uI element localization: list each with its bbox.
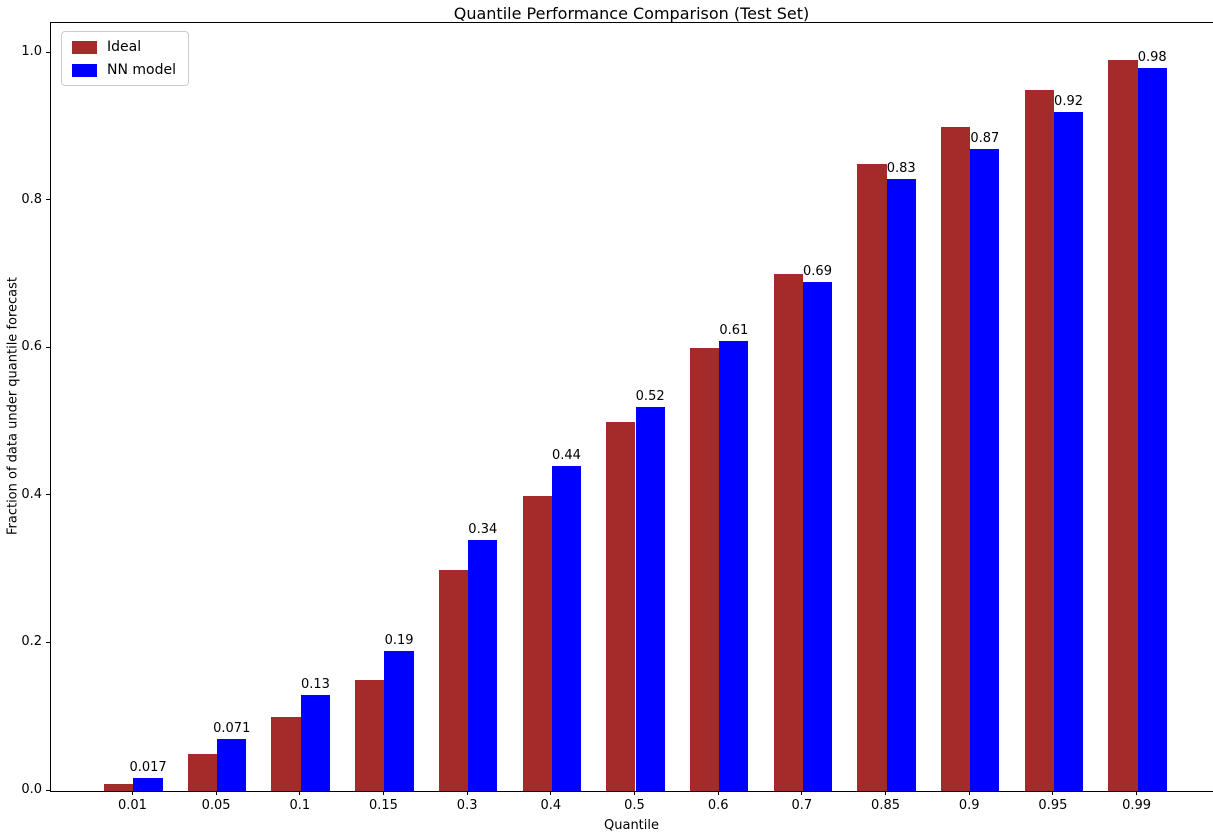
x-tick-mark [215,791,217,795]
bar-ideal [355,680,385,791]
bar-value-label: 0.98 [1137,49,1167,65]
bar-nn-model [1137,67,1167,791]
x-tick-mark [634,791,635,795]
x-tick-mark [550,791,552,795]
bar-ideal [438,569,469,791]
bar-value-label: 0.13 [300,677,330,693]
x-tick-label: 0.5 [624,798,645,813]
y-tick-label: 0.4 [21,486,42,502]
legend: Ideal NN model [61,31,189,86]
y-tick-label: 1.0 [21,44,42,60]
bar-nn-model [1053,112,1084,791]
bar-nn-model [719,340,749,791]
x-tick-mark [885,791,887,795]
x-tick-label: 0.15 [368,798,398,813]
bar-nn-model [217,738,247,791]
legend-swatch-nn-model [72,63,97,77]
x-tick-label: 0.9 [958,798,980,813]
bar-ideal [522,495,552,791]
x-tick-label: 0.6 [707,798,729,813]
legend-entry-ideal: Ideal [72,39,176,55]
x-tick-mark [382,791,384,795]
bar-ideal [689,348,720,791]
bar-value-label: 0.19 [384,632,414,648]
bar-value-label: 0.92 [1054,94,1084,110]
bar-value-label: 0.52 [635,389,665,405]
x-tick-mark [131,791,133,795]
x-tick-label: 0.3 [456,798,478,813]
bar-ideal [1108,60,1138,791]
y-tick-mark [46,51,50,53]
y-tick-mark [46,346,50,348]
y-tick-mark [46,789,50,791]
bar-value-label: 0.017 [129,760,167,776]
y-tick-mark [46,199,50,201]
bar-nn-model [468,540,498,791]
bar-ideal [773,274,803,791]
bar-ideal [606,422,636,791]
x-tick-label: 0.99 [1122,798,1152,813]
x-axis-label: Quantile [604,818,659,833]
x-tick-label: 0.4 [540,798,562,813]
x-tick-mark [1052,791,1054,795]
bar-ideal [187,754,218,791]
bar-nn-model [886,178,916,791]
bar-value-label: 0.61 [719,322,749,338]
bar-ideal [940,126,971,791]
x-tick-mark [1136,791,1138,795]
bar-value-label: 0.83 [886,160,916,176]
legend-label-nn-model: NN model [107,62,176,78]
bar-ideal [104,783,134,791]
bar-nn-model [970,148,1000,791]
x-tick-label: 0.1 [289,798,311,813]
y-tick-label: 0.8 [21,191,42,207]
bar-value-label: 0.071 [213,720,251,736]
legend-entry-nn-model: NN model [72,62,176,78]
legend-label-ideal: Ideal [107,39,142,55]
y-tick-label: 0.0 [21,782,42,797]
bar-ideal [271,717,301,791]
x-tick-mark [299,791,301,795]
x-tick-mark [717,791,719,795]
bar-nn-model [300,695,331,791]
x-tick-mark [801,791,803,795]
legend-swatch-ideal [72,40,97,54]
x-tick-mark [466,791,468,795]
x-tick-label: 0.05 [201,798,231,813]
x-tick-label: 0.85 [871,798,901,813]
x-tick-label: 0.01 [117,798,147,813]
y-tick-mark [46,641,50,643]
y-tick-label: 0.2 [21,634,42,650]
bar-value-label: 0.87 [970,130,1000,146]
y-axis-label: Fraction of data under quantile forecast [5,276,21,536]
x-tick-mark [968,791,970,795]
plot-area: 0.017 0.071 0.13 0.19 0.34 0.44 0.52 0.61 0.69 0.… [50,22,1213,792]
bar-ideal [1024,89,1054,791]
x-tick-label: 0.7 [791,798,813,813]
bar-nn-model [635,407,665,791]
bar-nn-model [133,778,163,791]
y-tick-label: 0.6 [21,339,42,355]
bar-nn-model [802,281,833,791]
chart-title: Quantile Performance Comparison (Test Se… [453,4,810,23]
bar-nn-model [384,650,414,791]
bar-value-label: 0.44 [551,448,581,464]
y-tick-mark [46,494,50,496]
bar-nn-model [551,466,582,791]
bar-value-label: 0.34 [468,522,498,538]
bar-value-label: 0.69 [803,263,832,279]
bar-ideal [857,163,887,791]
x-tick-label: 0.95 [1038,798,1068,813]
